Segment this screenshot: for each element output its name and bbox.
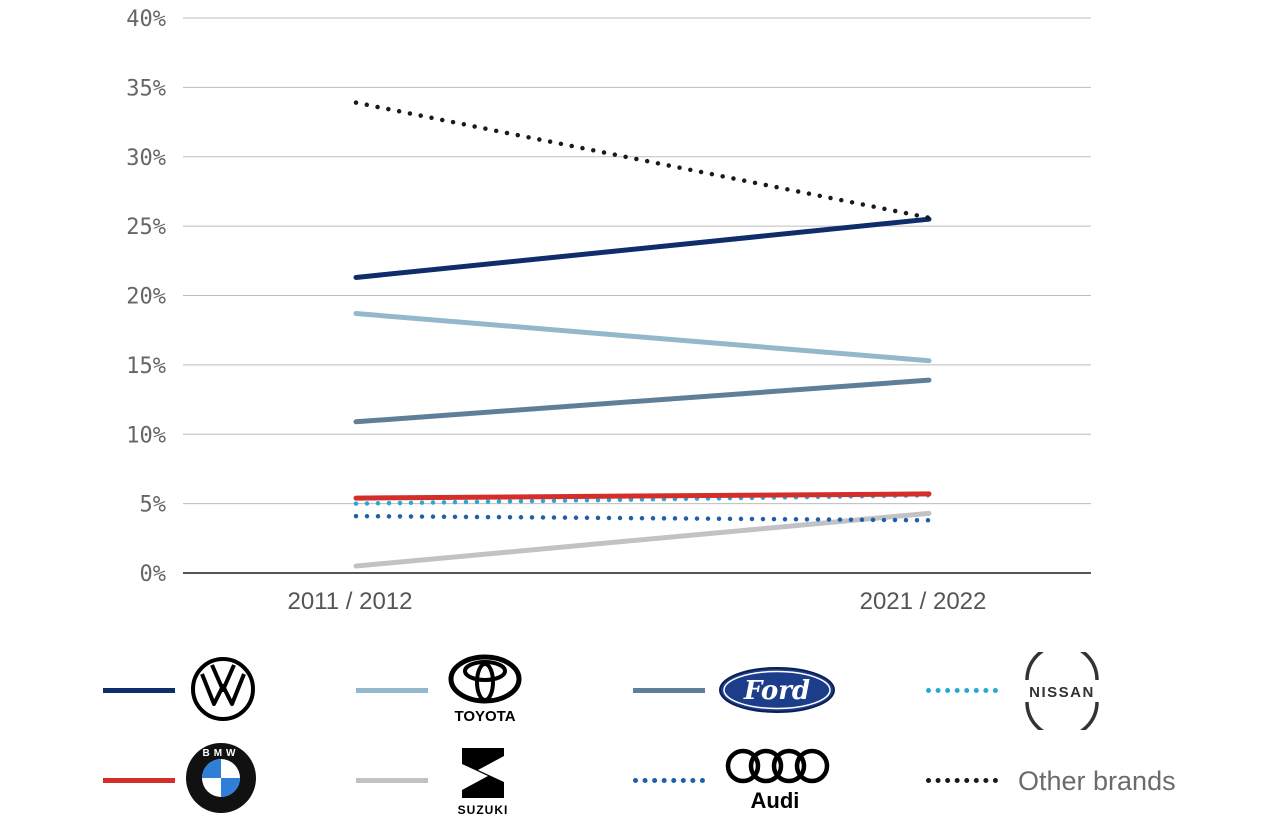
y-tick-label: 10% — [126, 423, 166, 448]
x-tick-label: 2011 / 2012 — [287, 588, 412, 615]
legend-swatch-nissan — [926, 688, 998, 693]
legend-swatch-audi — [633, 778, 705, 783]
audi-logo-text: Audi — [751, 788, 800, 813]
y-tick-label: 30% — [126, 146, 166, 171]
y-axis-ticks: 0% 5% 10% 15% 20% 25% 30% 35% 40% — [126, 7, 166, 587]
series-lines — [353, 100, 932, 569]
x-tick-label: 2021 / 2022 — [860, 588, 987, 615]
suzuki-logo: SUZUKI — [458, 748, 509, 817]
legend-swatch-volkswagen — [103, 688, 175, 693]
ford-logo: Ford — [719, 667, 835, 713]
audi-logo: Audi — [725, 748, 830, 813]
bmw-logo-text: BMW — [203, 748, 240, 759]
legend-swatch-other-brands — [926, 778, 998, 783]
series-line-audi — [353, 513, 932, 523]
series-line-toyota — [353, 311, 932, 364]
y-tick-label: 40% — [126, 7, 166, 32]
y-tick-label: 15% — [126, 354, 166, 379]
legend-swatch-bmw — [103, 778, 175, 783]
ford-logo-text: Ford — [743, 676, 810, 706]
legend-item-nissan: NISSAN — [926, 652, 1116, 732]
series-line-suzuki — [353, 510, 932, 569]
line-chart: 0% 5% 10% 15% 20% 25% 30% 35% 40% 2011 / 2012 202… — [126, 7, 1091, 615]
toyota-logo: TOYOTA — [448, 654, 522, 725]
legend-item-ford: Ford — [633, 652, 843, 732]
series-line-vw — [353, 216, 932, 280]
series-line-bmw — [353, 491, 932, 501]
y-tick-label: 35% — [126, 76, 166, 101]
legend-label-other-brands: Other brands — [1018, 766, 1176, 796]
legend-item-bmw: BMW — [103, 742, 263, 822]
legend-swatch-suzuki — [356, 778, 428, 783]
legend-item-audi: Audi — [633, 742, 843, 822]
gridlines — [183, 17, 1091, 574]
series-line-other — [353, 100, 932, 221]
legend-item-suzuki: SUZUKI — [356, 742, 536, 822]
legend-swatch-ford — [633, 688, 705, 693]
y-tick-label: 20% — [126, 285, 166, 310]
toyota-logo-text: TOYOTA — [454, 708, 515, 725]
bmw-logo: BMW — [186, 743, 256, 813]
nissan-logo: NISSAN — [1025, 652, 1099, 730]
legend-swatch-toyota — [356, 688, 428, 693]
series-line-ford — [353, 377, 932, 425]
nissan-logo-text: NISSAN — [1029, 684, 1095, 701]
volkswagen-logo — [191, 657, 255, 721]
legend-item-other-brands: Other brands — [926, 742, 1226, 822]
suzuki-logo-text: SUZUKI — [458, 803, 509, 817]
legend-item-volkswagen — [103, 652, 263, 732]
x-axis-ticks: 2011 / 2012 2021 / 2022 — [287, 588, 986, 615]
legend-item-toyota: TOYOTA — [356, 652, 536, 732]
y-tick-label: 0% — [140, 562, 167, 587]
y-tick-label: 25% — [126, 215, 166, 240]
y-tick-label: 5% — [140, 493, 167, 518]
series-line-nissan — [353, 493, 932, 506]
